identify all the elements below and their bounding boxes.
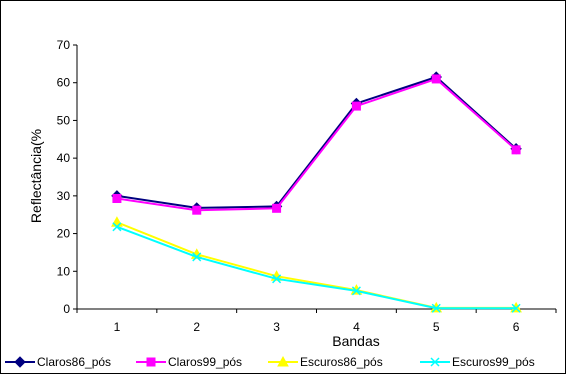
legend-label: Escuros99_pós xyxy=(452,355,535,369)
series-escuros99-p-s xyxy=(112,222,521,313)
legend-label: Claros99_pós xyxy=(168,355,242,369)
series-line xyxy=(116,75,517,209)
marker-stroke xyxy=(351,286,361,296)
data-point xyxy=(511,303,521,313)
series-layer xyxy=(111,71,522,313)
y-tick-label: 30 xyxy=(57,189,71,203)
data-point xyxy=(272,274,282,284)
series-line xyxy=(116,225,517,310)
legend-item: Escuros86_pós xyxy=(268,355,383,369)
data-point xyxy=(192,252,202,262)
series-claros86-p-s xyxy=(111,71,522,214)
series-line xyxy=(116,221,517,309)
x-tick-label: 4 xyxy=(353,320,360,334)
marker-stroke xyxy=(192,252,202,262)
x-tick-label: 3 xyxy=(273,320,280,334)
y-tick-label: 40 xyxy=(57,151,71,165)
legend: Claros86_pós Claros99_pós Escuros86_pós Esc… xyxy=(5,355,535,369)
data-point xyxy=(351,286,361,296)
marker-stroke xyxy=(272,274,282,284)
x-tick-label: 6 xyxy=(513,320,520,334)
legend-item: Claros86_pós xyxy=(5,355,111,369)
marker-stroke xyxy=(430,357,440,367)
data-point xyxy=(272,203,282,213)
marker-stroke xyxy=(112,222,122,232)
y-tick-label: 10 xyxy=(57,264,71,278)
y-tick-label: 20 xyxy=(57,227,71,241)
data-point xyxy=(112,222,122,232)
data-point xyxy=(431,303,441,313)
y-tick-label: 60 xyxy=(57,76,71,90)
x-tick-label: 1 xyxy=(114,320,121,334)
legend-item: Claros99_pós xyxy=(136,355,242,369)
legend-marker xyxy=(14,356,26,368)
y-tick-label: 50 xyxy=(57,113,71,127)
y-tick-label: 0 xyxy=(63,302,70,316)
legend-marker xyxy=(146,357,156,367)
data-point xyxy=(192,205,202,215)
series-line xyxy=(116,77,517,212)
legend-label: Escuros86_pós xyxy=(300,355,383,369)
x-axis-title: Bandas xyxy=(332,333,379,349)
data-point xyxy=(111,216,123,227)
x-tick-label: 5 xyxy=(433,320,440,334)
legend-item: Escuros99_pós xyxy=(420,355,535,369)
axes: 0 10 20 30 40 50 60 70 1 2 3 4 5 6 xyxy=(57,38,557,334)
data-point xyxy=(351,101,361,111)
x-tick-label: 2 xyxy=(193,320,200,334)
series-claros99-p-s xyxy=(112,74,521,215)
marker-stroke xyxy=(511,303,521,313)
data-point xyxy=(431,74,441,84)
legend-label: Claros86_pós xyxy=(37,355,111,369)
y-tick-label: 70 xyxy=(57,38,71,52)
data-point xyxy=(112,193,122,203)
series-escuros86-p-s xyxy=(111,216,522,313)
legend-marker xyxy=(277,355,289,367)
legend-marker xyxy=(430,357,440,367)
y-axis-title: Reflectância(% xyxy=(28,129,44,223)
marker-stroke xyxy=(431,303,441,313)
data-point xyxy=(511,145,521,155)
